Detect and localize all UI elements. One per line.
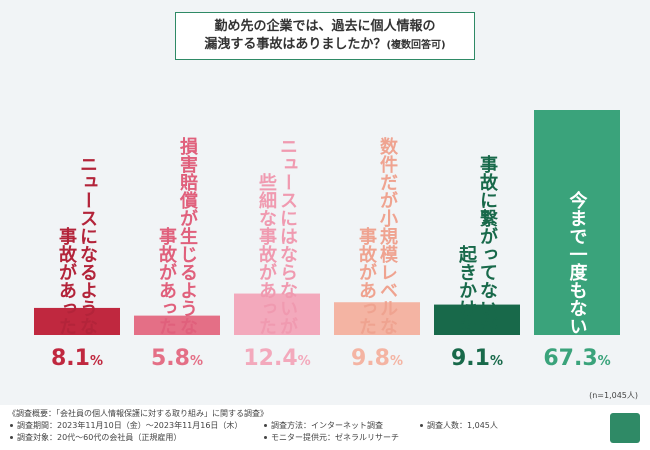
footer-item: 調査方法：インターネット調査 — [262, 420, 383, 431]
value-label: 5.8% — [151, 346, 203, 371]
category-label: 事故に繋がってないが 起きかけた — [456, 155, 498, 335]
footer-item: 調査対象：20代～60代の会社員（正規雇用） — [8, 432, 181, 443]
value-label: 9.1% — [451, 346, 503, 371]
title-line: 漏洩する事故はありましたか？(複数回答可) — [176, 36, 474, 55]
footer-heading: 《調査概要：「会社員の個人情報保護に対する取り組み」に関する調査》 — [8, 409, 268, 418]
category-label: 今まで一度もない — [566, 191, 588, 335]
title-box: 勤め先の企業では、過去に個人情報の 漏洩する事故はありましたか？(複数回答可) — [175, 12, 475, 60]
category-label: ニュースになるような 事故があった — [56, 155, 98, 335]
bar — [34, 307, 120, 335]
bar — [534, 110, 620, 335]
title-line: 漏洩する事故はありましたか？ — [204, 37, 387, 52]
value-label: 67.3% — [543, 346, 610, 371]
category-label: ニュースにはならないが 些細な事故があった — [256, 137, 298, 335]
logo — [610, 413, 640, 443]
bar — [234, 293, 320, 335]
bar — [434, 304, 520, 335]
bar — [334, 302, 420, 335]
bar — [134, 315, 220, 335]
footer-item: モニター提供元：ゼネラルリサーチ — [262, 432, 399, 443]
value-label: 9.8% — [351, 346, 403, 371]
sample-note: (n=1,045人) — [589, 391, 638, 400]
category-label: 数件だが小規模レベルな 事故があった — [356, 137, 398, 335]
value-label: 12.4% — [243, 346, 310, 371]
title-note: (複数回答可) — [386, 40, 446, 51]
category-label: 損害賠償が生じるような 事故があった — [156, 137, 198, 335]
footer: 《調査概要：「会社員の個人情報保護に対する取り組み」に関する調査》 調査期間：2… — [0, 405, 650, 450]
title-line: 勤め先の企業では、過去に個人情報の — [214, 19, 436, 34]
value-label: 8.1% — [51, 346, 103, 371]
chart: 8.1% 5.8% 12.4% 9.8% 9.1% 67.3% — [34, 110, 620, 371]
footer-item: 調査人数：1,045人 — [418, 420, 498, 431]
footer-item: 調査期間：2023年11月10日（金）～2023年11月16日（木） — [8, 420, 242, 431]
